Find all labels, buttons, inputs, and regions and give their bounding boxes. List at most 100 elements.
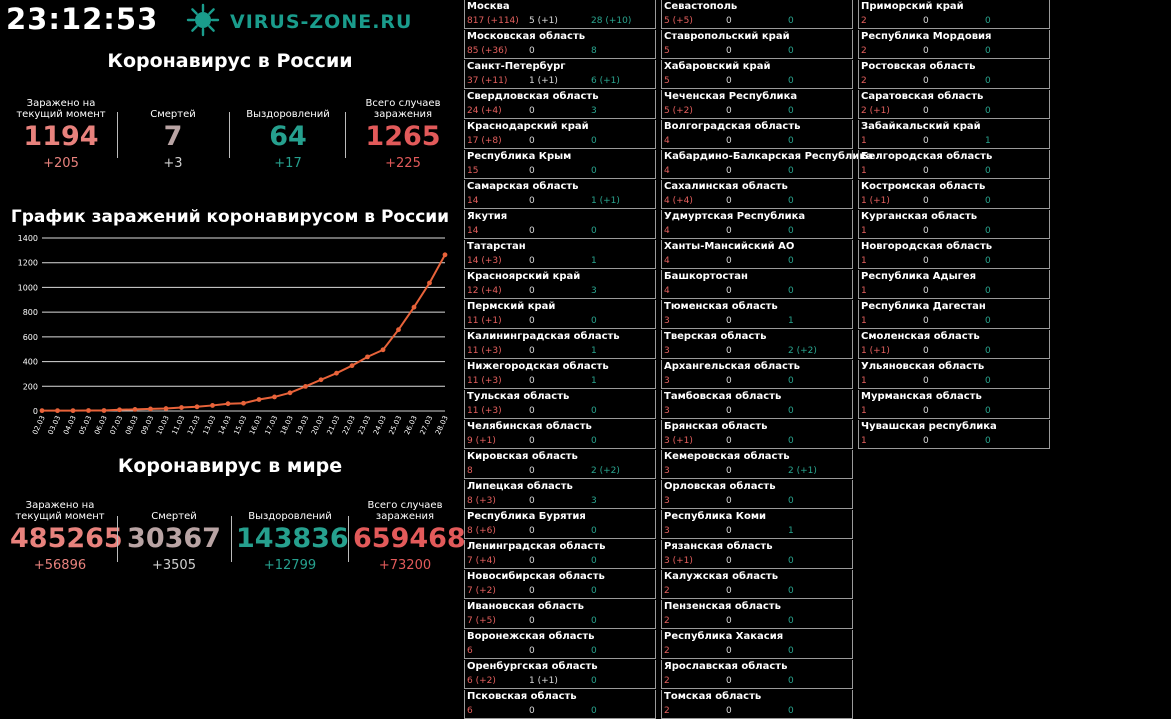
region-recovered: 3 — [591, 496, 597, 506]
world-infected: Заражено на текущий момент 485265 +56896 — [10, 486, 123, 573]
region-name: Московская область — [467, 31, 586, 42]
region-name: Краснодарский край — [467, 121, 589, 132]
region-name: Республика Адыгея — [861, 271, 977, 282]
x-tick-label: 27.03 — [419, 414, 435, 436]
region-recovered: 0 — [788, 586, 794, 596]
region-row: Орловская область 3 0 0 — [661, 480, 853, 509]
region-cases: 3 (+1) — [664, 556, 693, 566]
region-deaths: 0 — [529, 316, 535, 326]
x-tick-label: 21.03 — [326, 414, 342, 436]
region-row: Забайкальский край 1 0 1 — [858, 120, 1050, 149]
region-cases: 2 — [664, 616, 670, 626]
data-point — [256, 397, 262, 402]
region-row: Кемеровская область 3 0 2 (+1) — [661, 450, 853, 479]
region-name: Челябинская область — [467, 421, 592, 432]
data-point — [148, 406, 153, 412]
region-row: Саратовская область 2 (+1) 0 0 — [858, 90, 1050, 119]
region-row: Ханты-Мансийский АО 4 0 0 — [661, 240, 853, 269]
region-deaths: 0 — [529, 646, 535, 656]
data-point — [241, 400, 246, 406]
region-name: Республика Дагестан — [861, 301, 986, 312]
data-point — [55, 408, 60, 414]
region-recovered: 0 — [985, 286, 991, 296]
region-deaths: 0 — [529, 706, 535, 716]
region-cases: 11 (+1) — [467, 316, 502, 326]
region-deaths: 0 — [529, 586, 535, 596]
region-name: Кабардино-Балкарская Республика — [664, 151, 873, 162]
region-recovered: 0 — [788, 286, 794, 296]
region-name: Белгородская область — [861, 151, 993, 162]
data-point — [225, 401, 231, 407]
region-row: Новгородская область 1 0 0 — [858, 240, 1050, 269]
region-deaths: 0 — [726, 196, 732, 206]
region-deaths: 0 — [529, 466, 535, 476]
region-recovered: 0 — [591, 166, 597, 176]
data-point — [194, 404, 200, 410]
region-recovered: 0 — [788, 166, 794, 176]
y-tick-label: 1400 — [18, 234, 38, 243]
region-deaths: 0 — [923, 256, 929, 266]
region-recovered: 0 — [985, 76, 991, 86]
region-recovered: 2 (+2) — [591, 466, 620, 476]
world-total-label: Всего случаев заражения — [367, 500, 443, 522]
region-recovered: 0 — [591, 556, 597, 566]
data-point — [179, 405, 184, 410]
region-cases: 3 — [664, 526, 670, 536]
region-deaths: 0 — [726, 556, 732, 566]
region-cases: 12 (+4) — [467, 286, 502, 296]
russia-recovered-value: 64 — [269, 121, 307, 152]
region-name: Тюменская область — [664, 301, 778, 312]
data-point — [163, 406, 169, 411]
region-recovered: 0 — [788, 256, 794, 266]
region-name: Орловская область — [664, 481, 776, 492]
x-tick-label: 10.03 — [155, 414, 171, 436]
data-point — [380, 347, 386, 353]
y-tick-label: 200 — [23, 382, 38, 391]
region-recovered: 6 (+1) — [591, 76, 620, 86]
y-tick-label: 800 — [23, 308, 38, 317]
region-deaths: 0 — [726, 466, 732, 476]
region-cases: 7 (+4) — [467, 556, 496, 566]
russia-infected-delta: +205 — [43, 156, 79, 171]
site-logo[interactable]: VIRUS-ZONE.RU — [186, 3, 413, 41]
x-tick-label: 18.03 — [279, 414, 295, 436]
region-row: Чувашская республика 1 0 0 — [858, 420, 1050, 449]
region-row: Ставропольский край 5 0 0 — [661, 30, 853, 59]
region-recovered: 0 — [985, 256, 991, 266]
region-recovered: 0 — [788, 376, 794, 386]
region-name: Москва — [467, 1, 510, 12]
region-row: Мурманская область 1 0 0 — [858, 390, 1050, 419]
region-cases: 1 — [861, 136, 867, 146]
region-cases: 1 (+1) — [861, 346, 890, 356]
region-deaths: 1 (+1) — [529, 676, 558, 686]
region-deaths: 0 — [923, 226, 929, 236]
region-name: Тверская область — [664, 331, 767, 342]
data-point — [39, 408, 45, 414]
region-row: Нижегородская область 11 (+3) 0 1 — [464, 360, 656, 389]
russia-deaths: Смертей 7 +3 — [127, 84, 219, 171]
region-recovered: 0 — [788, 196, 794, 206]
region-cases: 1 — [861, 406, 867, 416]
region-row: Самарская область 14 0 1 (+1) — [464, 180, 656, 209]
region-recovered: 0 — [591, 526, 597, 536]
region-deaths: 1 (+1) — [529, 76, 558, 86]
world-infected-delta: +56896 — [33, 558, 87, 573]
region-deaths: 0 — [726, 586, 732, 596]
y-tick-label: 1200 — [18, 259, 38, 268]
region-name: Якутия — [467, 211, 508, 222]
russia-deaths-delta: +3 — [163, 156, 183, 171]
data-point — [272, 394, 277, 400]
region-row: Республика Коми 3 0 1 — [661, 510, 853, 539]
region-deaths: 0 — [726, 46, 732, 56]
region-cases: 11 (+3) — [467, 376, 502, 386]
region-deaths: 5 (+1) — [529, 16, 558, 26]
region-deaths: 0 — [923, 136, 929, 146]
data-point — [132, 406, 138, 412]
region-name: Ивановская область — [467, 601, 584, 612]
region-name: Тульская область — [467, 391, 570, 402]
region-cases: 4 — [664, 226, 670, 236]
divider — [229, 112, 230, 158]
region-recovered: 0 — [985, 316, 991, 326]
region-row: Смоленская область 1 (+1) 0 0 — [858, 330, 1050, 359]
region-row: Свердловская область 24 (+4) 0 3 — [464, 90, 656, 119]
